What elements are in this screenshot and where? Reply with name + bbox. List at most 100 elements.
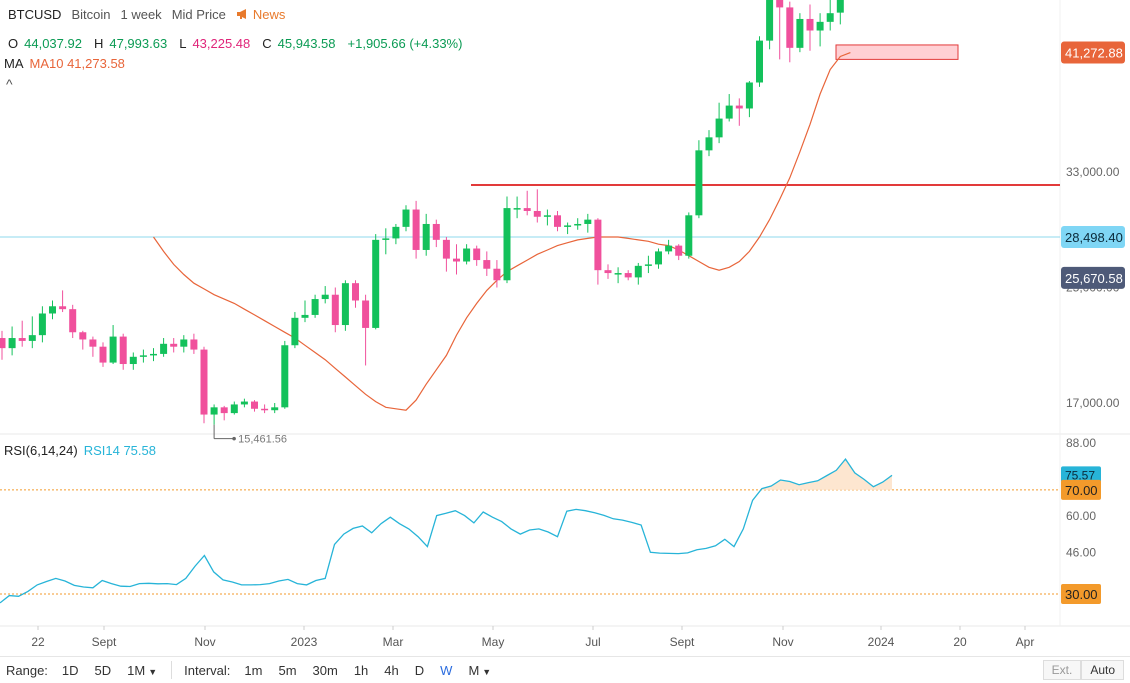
candle bbox=[826, 0, 834, 31]
price-type-label[interactable]: Mid Price bbox=[171, 6, 226, 22]
interval-label[interactable]: 1 week bbox=[120, 6, 162, 22]
chevron-down-icon: ▼ bbox=[148, 666, 158, 677]
candle bbox=[463, 244, 471, 265]
close-value: 45,943.58 bbox=[277, 35, 336, 51]
rsi-label: RSI(6,14,24) bbox=[4, 442, 78, 458]
high-key: H bbox=[93, 35, 104, 51]
candle bbox=[119, 333, 127, 370]
candle bbox=[261, 404, 269, 414]
interval-d[interactable]: D bbox=[414, 662, 425, 678]
candle-body bbox=[230, 404, 238, 414]
candle-body bbox=[624, 273, 632, 278]
prev-price-badge-label: 25,670.58 bbox=[1065, 271, 1123, 286]
change-value: +1,905.66 (+4.33%) bbox=[347, 35, 463, 51]
candle bbox=[685, 212, 693, 259]
candle bbox=[291, 312, 299, 349]
candle bbox=[382, 228, 390, 255]
interval-m[interactable]: M ▼ bbox=[460, 663, 499, 678]
candle bbox=[28, 316, 36, 349]
rsi-level-badge-label-30: 30.00 bbox=[1065, 587, 1098, 602]
candle bbox=[634, 262, 642, 285]
candle-body bbox=[18, 338, 26, 341]
news-button[interactable]: News bbox=[236, 7, 285, 22]
candle-body bbox=[180, 339, 188, 347]
symbol-name: Bitcoin bbox=[71, 6, 111, 22]
symbol-label[interactable]: BTCUSD bbox=[8, 6, 62, 22]
candle-body bbox=[59, 306, 67, 310]
time-axis-label: Mar bbox=[383, 635, 404, 649]
ext-button[interactable]: Ext. bbox=[1042, 660, 1082, 680]
hline-price-badge bbox=[1061, 225, 1125, 248]
bottom-toolbar: Range: 1D 5D 1M ▼ Interval: 1m 5m 30m 1h … bbox=[0, 656, 1130, 683]
candle bbox=[69, 304, 77, 339]
divider bbox=[171, 661, 173, 679]
candle-body bbox=[261, 408, 269, 411]
chevron-down-icon: ▼ bbox=[482, 666, 492, 677]
range-1m[interactable]: 1M ▼ bbox=[119, 663, 165, 678]
candle bbox=[150, 348, 157, 362]
candle bbox=[432, 219, 440, 248]
interval-30m[interactable]: 30m bbox=[312, 662, 338, 678]
candle bbox=[392, 223, 400, 245]
interval-1h[interactable]: 1h bbox=[353, 662, 369, 678]
price-chart[interactable]: 47,993.6315,461.5617,000.0025,000.0033,0… bbox=[0, 0, 1130, 656]
candle-body bbox=[513, 208, 521, 210]
candle bbox=[180, 335, 188, 353]
candle bbox=[362, 294, 370, 366]
interval-5m[interactable]: 5m bbox=[278, 662, 297, 678]
time-axis-label: May bbox=[482, 635, 505, 649]
candle-body bbox=[442, 239, 450, 259]
time-axis-label: Apr bbox=[1016, 635, 1035, 649]
candle-body bbox=[8, 338, 16, 349]
candle bbox=[129, 352, 137, 370]
candle-body bbox=[685, 215, 693, 256]
candle bbox=[109, 325, 117, 365]
candle-body bbox=[28, 335, 36, 341]
candle-body bbox=[715, 118, 723, 138]
candle bbox=[523, 190, 531, 216]
low-annotation-label: 15,461.56 bbox=[238, 434, 287, 446]
candle bbox=[79, 330, 87, 350]
candle-body bbox=[311, 299, 319, 315]
candle bbox=[665, 239, 673, 255]
candle-body bbox=[79, 332, 87, 340]
candle-body bbox=[251, 401, 258, 409]
candle-body bbox=[220, 407, 228, 414]
range-1d[interactable]: 1D bbox=[61, 662, 79, 678]
rsi-tick-label: 60.00 bbox=[1066, 509, 1096, 523]
range-5d[interactable]: 5D bbox=[94, 662, 112, 678]
low-annotation-dot bbox=[232, 436, 236, 441]
auto-button[interactable]: Auto bbox=[1081, 660, 1124, 680]
candle-body bbox=[49, 306, 56, 314]
candle bbox=[705, 130, 713, 157]
ma-legend[interactable]: MA MA10 41,273.58 bbox=[4, 54, 125, 72]
candle-body bbox=[543, 215, 551, 217]
candle-body bbox=[483, 260, 491, 269]
range-label: Range: bbox=[6, 662, 48, 678]
candle-body bbox=[725, 105, 733, 119]
candle-body bbox=[69, 309, 77, 333]
candle-body bbox=[614, 273, 622, 275]
rsi-legend[interactable]: RSI(6,14,24) RSI14 75.58 bbox=[4, 441, 156, 459]
candle bbox=[543, 209, 551, 226]
candle bbox=[644, 255, 652, 274]
collapse-caret-icon[interactable]: ^ bbox=[6, 76, 13, 92]
prev-price-badge bbox=[1061, 266, 1125, 289]
candle bbox=[331, 287, 339, 333]
candle bbox=[422, 213, 430, 256]
interval-w[interactable]: W bbox=[440, 662, 453, 678]
candle bbox=[38, 306, 46, 343]
candle bbox=[210, 404, 218, 425]
candle-body bbox=[634, 265, 642, 278]
candle bbox=[372, 234, 380, 330]
candle bbox=[311, 294, 319, 318]
candle-body bbox=[826, 13, 834, 22]
candle bbox=[190, 333, 198, 354]
ohlc-legend: O 44,037.92 H 47,993.63 L 43,225.48 C 45… bbox=[4, 33, 473, 53]
price-tick-label: 33,000.00 bbox=[1066, 165, 1120, 179]
interval-4h[interactable]: 4h bbox=[384, 662, 399, 678]
candle bbox=[442, 236, 450, 272]
interval-1m[interactable]: 1m bbox=[244, 662, 263, 678]
rsi-line bbox=[0, 458, 893, 604]
range-1m-label: 1M bbox=[127, 662, 146, 678]
